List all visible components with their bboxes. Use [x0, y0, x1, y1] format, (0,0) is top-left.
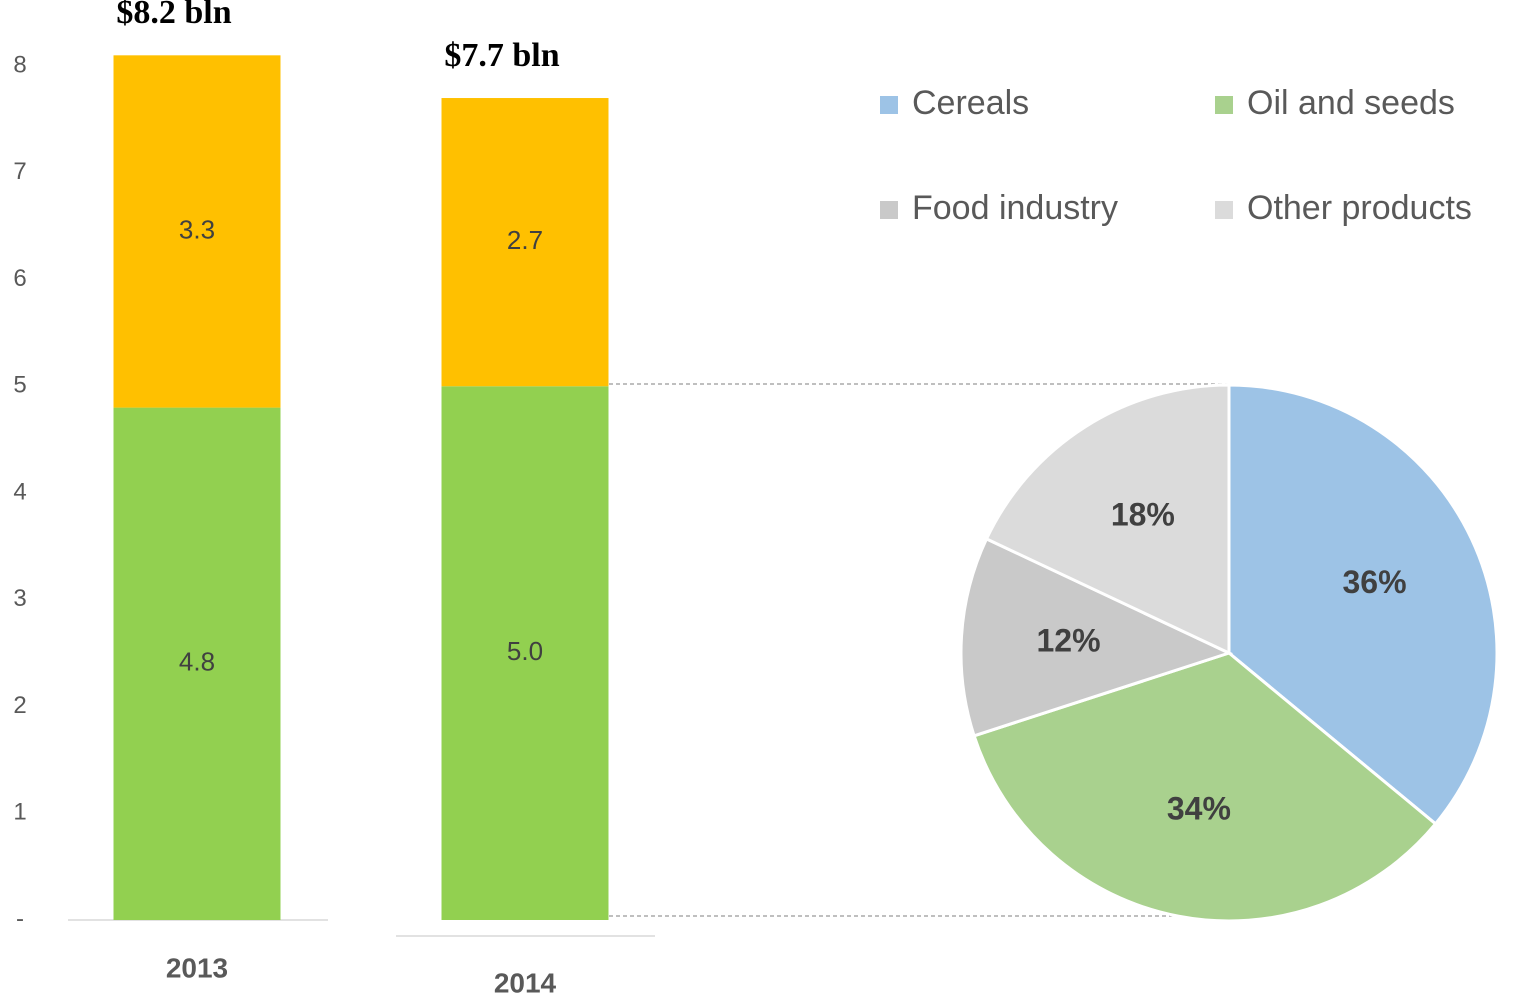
legend-label: Oil and seeds [1247, 84, 1455, 122]
y-tick-label: 2 [13, 692, 26, 719]
legend-swatch [880, 96, 898, 114]
y-tick-label: 3 [13, 585, 26, 612]
y-tick-label: 6 [13, 265, 26, 292]
bar-total-label: $8.2 bln [116, 0, 231, 31]
legend-swatch [880, 201, 898, 219]
pie-slice [984, 383, 1231, 656]
y-tick-label: 8 [13, 51, 26, 78]
x-tick-label: 2013 [166, 952, 228, 983]
y-tick-label: 4 [13, 478, 26, 505]
bar-total-label: $7.7 bln [444, 37, 559, 74]
pie-slice [1227, 383, 1499, 826]
y-tick-label: 1 [13, 799, 26, 826]
bar-value-label: 3.3 [179, 214, 215, 244]
pie-value-label: 34% [1167, 790, 1231, 826]
bar-value-label: 4.8 [179, 647, 215, 677]
bar-segment [113, 55, 281, 408]
pie-slice [959, 536, 1234, 738]
legend-label: Cereals [912, 84, 1029, 122]
bar-value-label: 5.0 [507, 636, 543, 666]
pie-value-label: 18% [1111, 497, 1175, 533]
bar-segment [113, 407, 281, 921]
x-tick-label: 2014 [494, 967, 557, 998]
pie-value-label: 12% [1036, 622, 1100, 658]
bar-segment [441, 98, 609, 387]
legend-label: Other products [1247, 189, 1472, 227]
legend-swatch [1215, 201, 1233, 219]
bar-value-label: 2.7 [507, 225, 543, 255]
bar-segment [441, 386, 609, 920]
y-tick-label: 5 [13, 372, 26, 399]
pie-slice [972, 651, 1438, 923]
legend-swatch [1215, 96, 1233, 114]
legend-label: Food industry [912, 189, 1118, 227]
y-tick-label: 7 [13, 158, 26, 185]
y-tick-label: - [16, 905, 24, 932]
pie-value-label: 36% [1342, 564, 1406, 600]
